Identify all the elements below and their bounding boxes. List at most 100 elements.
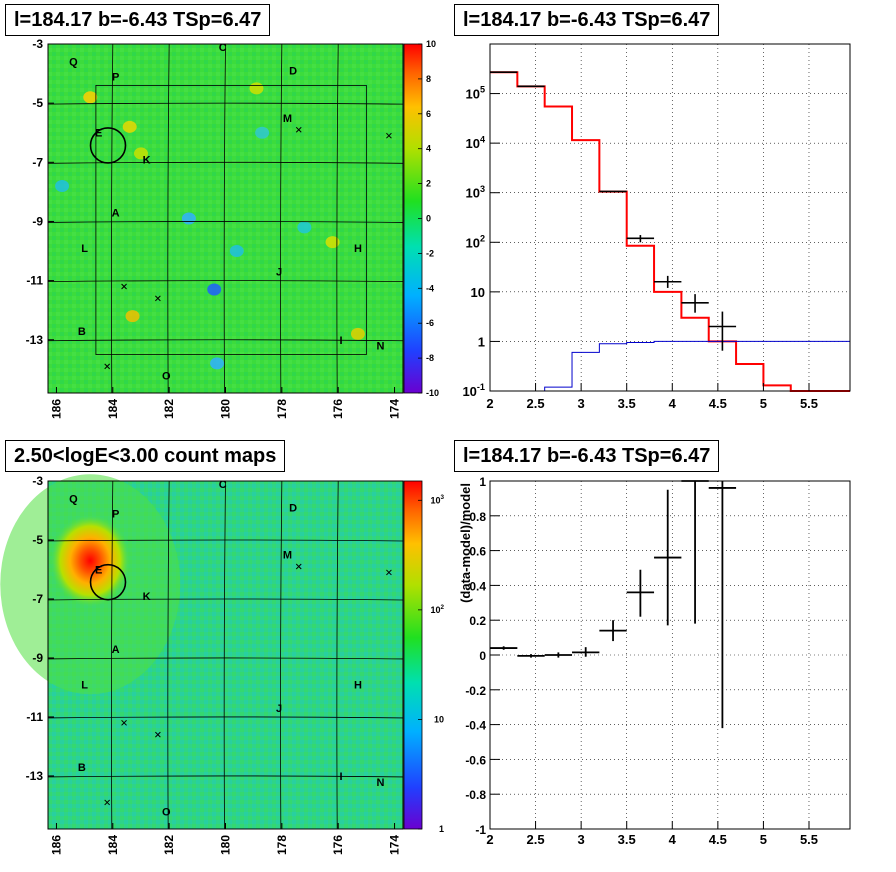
residual-ytick-label: 0.2 bbox=[469, 614, 486, 628]
map0-tsp-circle bbox=[89, 127, 127, 164]
map2-ytick-label: -3 bbox=[32, 474, 43, 488]
map2-hotspot bbox=[50, 514, 131, 607]
map0-ytick-label: -7 bbox=[32, 155, 43, 169]
map2-xtick-label: 176 bbox=[331, 835, 345, 855]
map0-source-cross bbox=[386, 132, 392, 139]
map0-colorbar-label: 10 bbox=[426, 39, 436, 49]
spectrum-ytick-label: 105 bbox=[465, 85, 485, 102]
map2-grid-parallel bbox=[47, 598, 404, 601]
spectrum-xtick-label: 4.5 bbox=[709, 396, 727, 411]
map0-colorbar-frame bbox=[403, 43, 423, 394]
map2-xtick-label: 182 bbox=[162, 835, 176, 855]
map2-tsp-circle bbox=[89, 563, 127, 601]
map0-xtick-label: 186 bbox=[49, 399, 63, 419]
title-top-left: l=184.17 b=-6.43 TSp=6.47 bbox=[5, 4, 271, 36]
residual-ytick-label: -0.4 bbox=[465, 719, 486, 733]
map2-colorbar-label: 103 bbox=[430, 494, 444, 505]
map0-grid-parallel bbox=[47, 221, 404, 223]
map0-colorbar-label: 2 bbox=[426, 179, 431, 189]
residual-ytick-label: 1 bbox=[479, 475, 486, 489]
map0-blotch bbox=[83, 91, 98, 104]
map2-source-label: Q bbox=[69, 494, 78, 506]
map0-grid-meridian bbox=[111, 43, 114, 394]
map2-xtick-label: 186 bbox=[49, 835, 63, 855]
residual-xtick-label: 4.5 bbox=[709, 832, 727, 847]
map0-colorbar-label: 0 bbox=[426, 214, 431, 224]
map0-source-label: K bbox=[143, 154, 151, 166]
map0-colorbar-label: 4 bbox=[426, 144, 431, 154]
map0-xtick-label: 184 bbox=[106, 399, 120, 419]
title-top-right: l=184.17 b=-6.43 TSp=6.47 bbox=[454, 4, 720, 36]
map0-blotch bbox=[125, 310, 140, 323]
map0-source-label: H bbox=[354, 243, 362, 255]
map2-source-label: A bbox=[112, 644, 120, 656]
map0-xtick-label: 178 bbox=[275, 399, 289, 419]
map0-source-label: B bbox=[78, 326, 86, 338]
map0-grid-parallel bbox=[47, 339, 404, 342]
map0-grid-meridian bbox=[336, 43, 339, 394]
spectrum-xtick-label: 3.5 bbox=[618, 396, 636, 411]
spectrum-xtick-label: 3 bbox=[578, 396, 585, 411]
residual-xtick-label: 2.5 bbox=[527, 832, 545, 847]
map0-grid-parallel bbox=[47, 280, 404, 283]
map2-xtick-label: 184 bbox=[106, 835, 120, 855]
map0-source-label: D bbox=[289, 66, 297, 78]
residual-ytick-label: 0 bbox=[479, 649, 486, 663]
spectrum-ytick-label: 104 bbox=[465, 134, 485, 151]
map2-source-label: P bbox=[112, 508, 119, 520]
map0-source-label: A bbox=[112, 208, 120, 220]
map2-source-label: M bbox=[283, 550, 292, 562]
map0-blotch bbox=[255, 126, 270, 139]
map0-ytick-label: -11 bbox=[26, 274, 43, 288]
residual-xtick-label: 3 bbox=[578, 832, 585, 847]
spectrum-xtick-label: 5.5 bbox=[800, 396, 818, 411]
map0-source-label: I bbox=[339, 335, 342, 347]
map0-blotch bbox=[181, 212, 196, 225]
map2-grid-parallel bbox=[47, 775, 404, 778]
map2-source-cross bbox=[104, 799, 111, 806]
map2-source-label: O bbox=[162, 806, 171, 818]
map0-source-label: L bbox=[81, 243, 88, 255]
map2-grid-meridian bbox=[111, 480, 114, 830]
residual-xtick-label: 5 bbox=[760, 832, 767, 847]
map0-blotch bbox=[55, 179, 70, 192]
map0-source-label: O bbox=[162, 370, 171, 382]
map0-blotch bbox=[229, 245, 244, 258]
map0-grid-parallel bbox=[47, 102, 404, 105]
map0-grid-meridian bbox=[280, 43, 283, 394]
map0-colorbar-label: -4 bbox=[426, 283, 434, 293]
spectrum-ytick-label: 1 bbox=[478, 334, 485, 349]
residual-ytick-label: 0.8 bbox=[469, 510, 486, 524]
spectrum-ytick-label: 103 bbox=[465, 184, 485, 201]
map0-source-label: M bbox=[283, 113, 292, 125]
spectrum-frame bbox=[489, 43, 851, 392]
map2-source-cross bbox=[386, 569, 392, 576]
map2-ytick-label: -5 bbox=[32, 533, 43, 547]
map2-grid-meridian bbox=[280, 480, 283, 830]
map0-xtick-label: 180 bbox=[219, 399, 233, 419]
map2-source-label: C bbox=[219, 479, 227, 491]
residual-ytick-label: -1 bbox=[475, 823, 486, 837]
map2-grid-parallel bbox=[47, 539, 404, 542]
map2-colorbar bbox=[404, 481, 422, 829]
residual-xtick-label: 2 bbox=[486, 832, 493, 847]
residual-xtick-label: 5.5 bbox=[800, 832, 818, 847]
map0-ytick-label: -5 bbox=[32, 96, 43, 110]
residual-xtick-label: 4 bbox=[669, 832, 677, 847]
map0-blotch bbox=[350, 327, 365, 340]
map0-ytick-label: -13 bbox=[26, 333, 44, 347]
map2-source-label: I bbox=[339, 771, 342, 783]
map2-xtick-label: 180 bbox=[219, 835, 233, 855]
map0-blotch bbox=[297, 221, 312, 234]
spectrum-xtick-label: 4 bbox=[669, 396, 677, 411]
map2-source-label: B bbox=[78, 762, 86, 774]
map0-colorbar bbox=[404, 44, 422, 393]
spectrum-xtick-label: 5 bbox=[760, 396, 767, 411]
residual-ytick-label: -0.6 bbox=[465, 753, 486, 767]
map2-grid-meridian bbox=[336, 480, 339, 830]
map0-colorbar-label: -10 bbox=[426, 388, 439, 398]
spectrum-xtick-label: 2.5 bbox=[527, 396, 545, 411]
map0-ytick-label: -9 bbox=[32, 214, 43, 228]
map0-source-label: Q bbox=[69, 57, 78, 69]
